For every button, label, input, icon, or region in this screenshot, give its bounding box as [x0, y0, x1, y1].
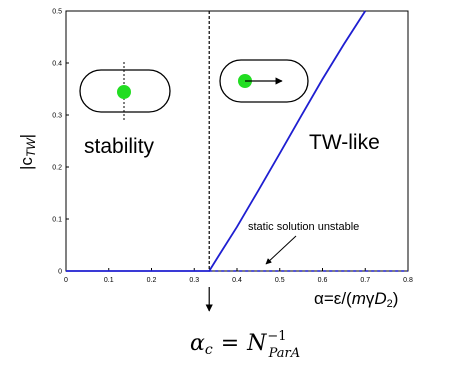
- stable-state-icon: [79, 62, 171, 120]
- x-tick-label: 0.5: [275, 277, 285, 284]
- x-tick-label: 0.4: [232, 277, 242, 284]
- x-tick-label: 0.6: [318, 277, 328, 284]
- x-tick-label: 0.2: [147, 277, 157, 284]
- y-tick-label: 0.1: [52, 217, 62, 224]
- x-axis-label: α=ε/(mγD2): [314, 289, 398, 310]
- x-tick-label: 0.8: [403, 277, 413, 284]
- traveling-wave-icon: [219, 59, 309, 103]
- y-tick-label: 0.5: [52, 9, 62, 16]
- x-tick-label: 0.1: [104, 277, 114, 284]
- series-group: [66, 10, 408, 272]
- x-tick-label: 0: [64, 277, 68, 284]
- tw-like-label: TW-like: [309, 131, 380, 154]
- unstable-pointer-icon: [265, 235, 297, 265]
- y-tick-label: 0.3: [52, 113, 62, 120]
- unstable-annotation: static solution unstable: [248, 221, 359, 233]
- y-tick-label: 0.4: [52, 61, 62, 68]
- x-axis-ticks: 0 0.1 0.2 0.3 0.4 0.5 0.6 0.7 0.8: [64, 268, 413, 284]
- y-tick-label: 0.2: [52, 165, 62, 172]
- y-tick-label: 0: [58, 269, 62, 276]
- y-axis-label: |cTW|: [17, 134, 38, 170]
- x-tick-label: 0.7: [360, 277, 370, 284]
- x-tick-label: 0.3: [189, 277, 199, 284]
- critical-formula: αc = N−1 ParA: [190, 329, 300, 361]
- stability-label: stability: [84, 135, 155, 158]
- series-stable-line: [66, 10, 367, 272]
